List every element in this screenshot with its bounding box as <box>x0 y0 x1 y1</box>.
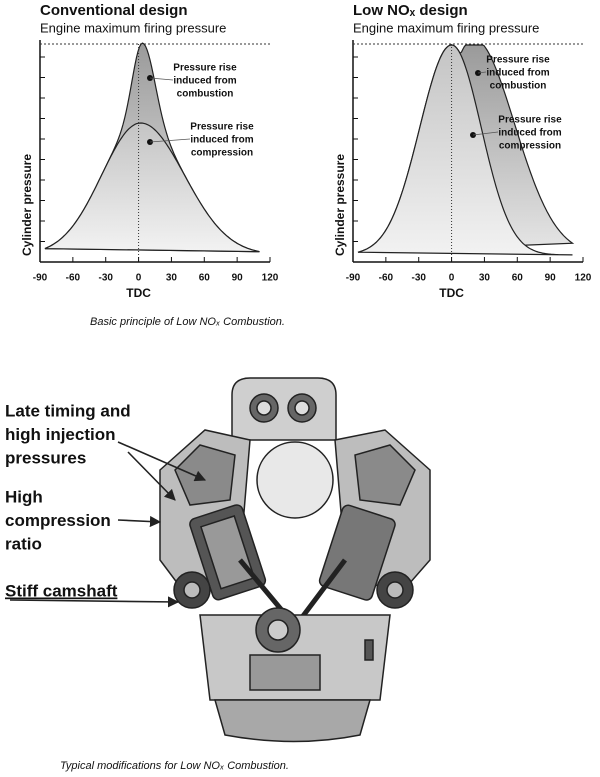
annotation-text: Pressure rise <box>173 63 237 74</box>
caption: Typical modifications for Low NOₓ Combus… <box>60 760 289 772</box>
chart-subtitle: Engine maximum firing pressure <box>40 20 226 35</box>
pressure-chart: -90 -60 -30 0 30 60 90 120 Conventional designEn… <box>20 2 279 300</box>
annotation-text: induced from <box>486 68 549 79</box>
engine-label: high injection <box>5 425 116 444</box>
chart-title: Low NOₓ design <box>353 2 468 19</box>
x-tick-label: 0 <box>136 273 142 284</box>
x-tick-label: 30 <box>166 273 178 284</box>
x-tick-label: -60 <box>379 273 394 284</box>
x-tick-label: -30 <box>411 273 426 284</box>
annotation-leader <box>472 131 499 136</box>
compression-area <box>357 44 573 256</box>
annotation-text: Pressure rise <box>190 122 254 133</box>
x-tick-label: 90 <box>232 273 244 284</box>
chart-title: Conventional design <box>40 2 188 19</box>
x-tick-label: 0 <box>449 273 455 284</box>
annotation-text: compression <box>191 148 253 159</box>
annotation-text: combustion <box>177 89 234 100</box>
x-tick-label: 60 <box>512 273 524 284</box>
engine-label: High <box>5 487 43 506</box>
x-tick-label: 120 <box>262 273 279 284</box>
annotation-text: induced from <box>173 76 236 87</box>
y-axis-label: Cylinder pressure <box>333 154 347 256</box>
engine-label: Stiff camshaft <box>5 581 118 600</box>
compression-area <box>44 122 260 253</box>
caption: Basic principle of Low NOₓ Combustion. <box>90 316 285 328</box>
x-tick-label: 30 <box>479 273 491 284</box>
annotation-text: induced from <box>190 135 253 146</box>
x-tick-label: 90 <box>545 273 557 284</box>
x-tick-label: -60 <box>66 273 81 284</box>
annotation-text: compression <box>499 141 561 152</box>
x-tick-label: 60 <box>199 273 211 284</box>
engine-label: pressures <box>5 448 86 467</box>
engine-drawing <box>159 377 431 743</box>
engine-label: compression <box>5 511 111 530</box>
x-axis-label: TDC <box>439 286 464 300</box>
x-tick-label: -90 <box>346 273 361 284</box>
y-axis-label: Cylinder pressure <box>20 154 34 256</box>
annotation-leader <box>149 77 174 81</box>
x-tick-label: -90 <box>33 273 48 284</box>
x-tick-label: 120 <box>575 273 592 284</box>
pressure-chart: -90 -60 -30 0 30 60 90 120 Low NOₓ designEngine … <box>333 2 592 300</box>
annotation-text: Pressure rise <box>486 55 550 66</box>
annotation-text: Pressure rise <box>498 115 562 126</box>
chart-subtitle: Engine maximum firing pressure <box>353 20 539 35</box>
engine-label: Late timing and <box>5 401 131 420</box>
engine-arrows <box>9 441 207 608</box>
annotation-text: combustion <box>490 81 547 92</box>
x-tick-label: -30 <box>98 273 113 284</box>
annotation-text: induced from <box>498 128 561 139</box>
engine-label: ratio <box>5 534 42 553</box>
annotation-leader <box>477 71 487 74</box>
annotation-leader <box>149 138 191 143</box>
x-axis-label: TDC <box>126 286 151 300</box>
